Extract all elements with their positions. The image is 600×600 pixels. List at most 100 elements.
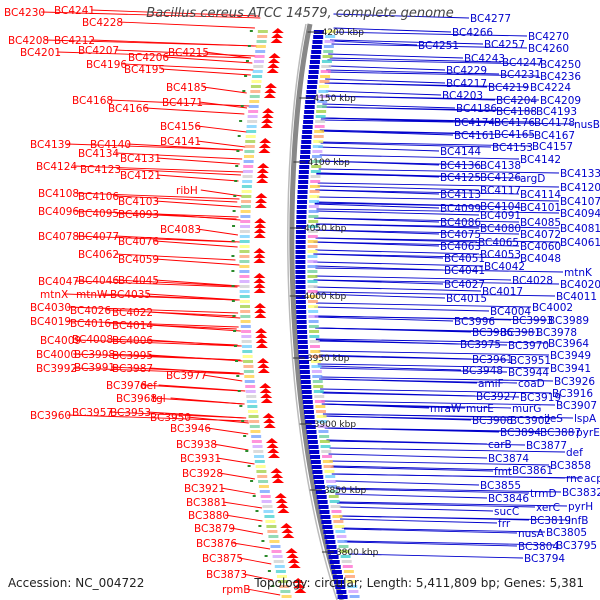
gene-label: BC4230	[4, 7, 45, 19]
gene-label: BC3877	[526, 440, 567, 452]
cog-block	[340, 555, 351, 558]
leader-line	[328, 453, 488, 459]
leader-line	[327, 71, 540, 77]
gene-label: BC4006	[112, 335, 153, 347]
leader-line	[67, 306, 239, 314]
forward-gene-arrow	[267, 63, 280, 68]
leader-line	[320, 388, 552, 394]
forward-gene-arrow	[253, 258, 266, 263]
leader-line	[219, 472, 255, 480]
gene-label: BC4083	[160, 224, 201, 236]
gene-label: BC3804	[518, 541, 559, 553]
cog-block	[330, 505, 341, 508]
gene-label: BC3964	[548, 338, 589, 350]
cog-block	[260, 495, 271, 498]
cog-block	[308, 325, 319, 328]
reverse-gene-arrow	[318, 505, 329, 509]
gc-mark	[258, 525, 262, 527]
gene-label: mraW	[430, 403, 462, 415]
kbp-label: 3900 kbp	[314, 420, 357, 430]
leader-line	[313, 279, 560, 285]
forward-gene-arrow	[268, 53, 281, 58]
cog-block	[257, 35, 268, 38]
cog-block	[263, 510, 274, 513]
cog-block	[247, 115, 258, 118]
gene-label: BC3887	[540, 427, 581, 439]
forward-gene-arrow	[264, 83, 277, 88]
leader-line	[320, 142, 492, 148]
gene-label: BC4113	[440, 189, 481, 201]
gc-mark	[237, 390, 241, 392]
gene-label: BC3978	[536, 327, 577, 339]
cog-block	[280, 590, 291, 593]
gene-label: infB	[568, 515, 588, 527]
gc-mark	[241, 420, 245, 422]
cog-block	[310, 175, 321, 178]
leader-line	[197, 140, 246, 148]
gene-label: BC4061	[560, 237, 600, 249]
cog-block	[333, 520, 344, 523]
forward-gene-arrow	[258, 148, 271, 153]
leader-line	[197, 125, 247, 133]
cog-block	[247, 410, 258, 413]
leader-line	[67, 320, 239, 328]
leader-line	[115, 253, 236, 261]
leader-line	[145, 107, 245, 115]
leader-line	[318, 168, 560, 174]
reverse-gene-arrow	[305, 100, 316, 104]
gene-label: BC4101	[520, 202, 561, 214]
leader-line	[149, 324, 241, 332]
gene-label: BC4140	[90, 139, 131, 151]
cog-block	[257, 30, 268, 33]
reverse-gene-arrow	[296, 305, 307, 309]
reverse-gene-arrow	[298, 180, 309, 184]
cog-block	[241, 330, 252, 333]
reverse-gene-arrow	[295, 245, 306, 249]
reverse-gene-arrow	[324, 535, 335, 539]
gene-label: BC4062	[78, 249, 119, 261]
gc-mark	[271, 585, 275, 587]
reverse-gene-arrow	[300, 145, 311, 149]
forward-gene-arrow	[257, 368, 270, 373]
gene-label: BC4060	[520, 241, 561, 253]
leader-line	[243, 573, 273, 581]
forward-gene-arrow	[288, 563, 301, 568]
cog-block	[311, 165, 322, 168]
cog-block	[265, 520, 276, 523]
leader-line	[313, 229, 520, 235]
gene-label: BC3950	[150, 412, 191, 424]
gene-label: BC4166	[108, 103, 149, 115]
reverse-gene-arrow	[297, 190, 308, 194]
reverse-gene-arrow	[295, 230, 306, 234]
cog-block	[315, 410, 326, 413]
forward-gene-arrow	[256, 178, 269, 183]
gene-label: BC3861	[512, 465, 553, 477]
gene-label: BC4019	[30, 316, 71, 328]
forward-gene-arrow	[254, 218, 267, 223]
gene-label: lspA	[574, 413, 597, 425]
gene-label: argD	[520, 173, 545, 185]
cog-block	[248, 110, 259, 113]
cog-block	[252, 70, 263, 73]
gene-label: BC4206	[128, 52, 169, 64]
reverse-gene-arrow	[303, 115, 314, 119]
gene-label: mtnK	[564, 267, 593, 279]
leader-line	[321, 400, 556, 406]
gene-label: BC3970	[508, 340, 549, 352]
gene-label: BC4014	[112, 320, 153, 332]
reverse-gene-arrow	[302, 130, 313, 134]
kbp-label: 3950 kbp	[307, 354, 350, 364]
cog-block	[240, 210, 251, 213]
reverse-gene-arrow	[295, 280, 306, 284]
gene-label: ribH	[176, 185, 198, 197]
cog-block	[328, 495, 339, 498]
gene-label: rpmB	[222, 584, 250, 596]
leader-line	[317, 363, 550, 369]
reverse-gene-arrow	[297, 200, 308, 204]
leader-line	[73, 165, 244, 173]
cog-block	[242, 350, 253, 353]
cog-block	[243, 160, 254, 163]
gene-label: BC3968	[116, 393, 157, 405]
gc-mark	[237, 135, 241, 137]
gene-label: BC3875	[202, 553, 243, 565]
